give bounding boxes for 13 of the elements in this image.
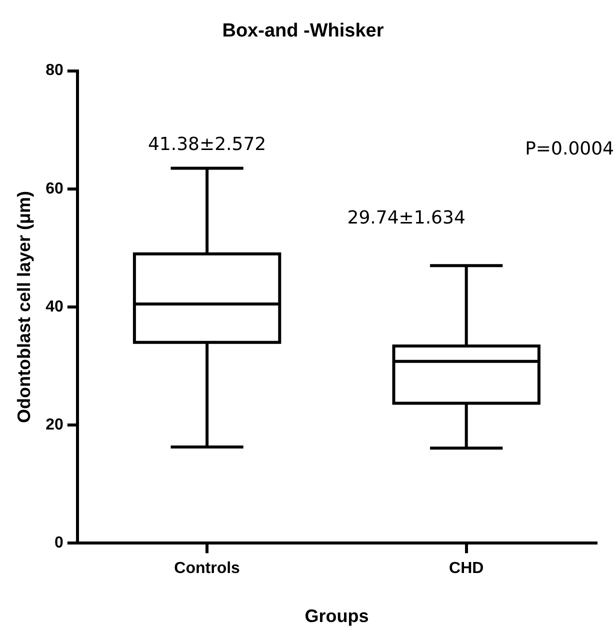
y-tick-label: 80 [46,62,64,80]
annotation: 29.74±1.634 [347,207,466,228]
y-tick-label: 40 [46,298,64,316]
y-tick-label: 20 [46,416,64,434]
x-tick-label: CHD [449,560,484,578]
annotation: 41.38±2.572 [148,134,266,155]
y-tick-label: 60 [46,180,64,198]
x-tick-label: Controls [174,560,240,578]
y-tick-label: 0 [54,534,64,552]
x-axis-title: Groups [304,606,369,626]
annotation: P=0.0004 [525,138,614,160]
y-axis-title: Odontoblast cell layer (μm) [14,190,34,424]
chart-title: Box-and -Whisker [222,20,384,42]
